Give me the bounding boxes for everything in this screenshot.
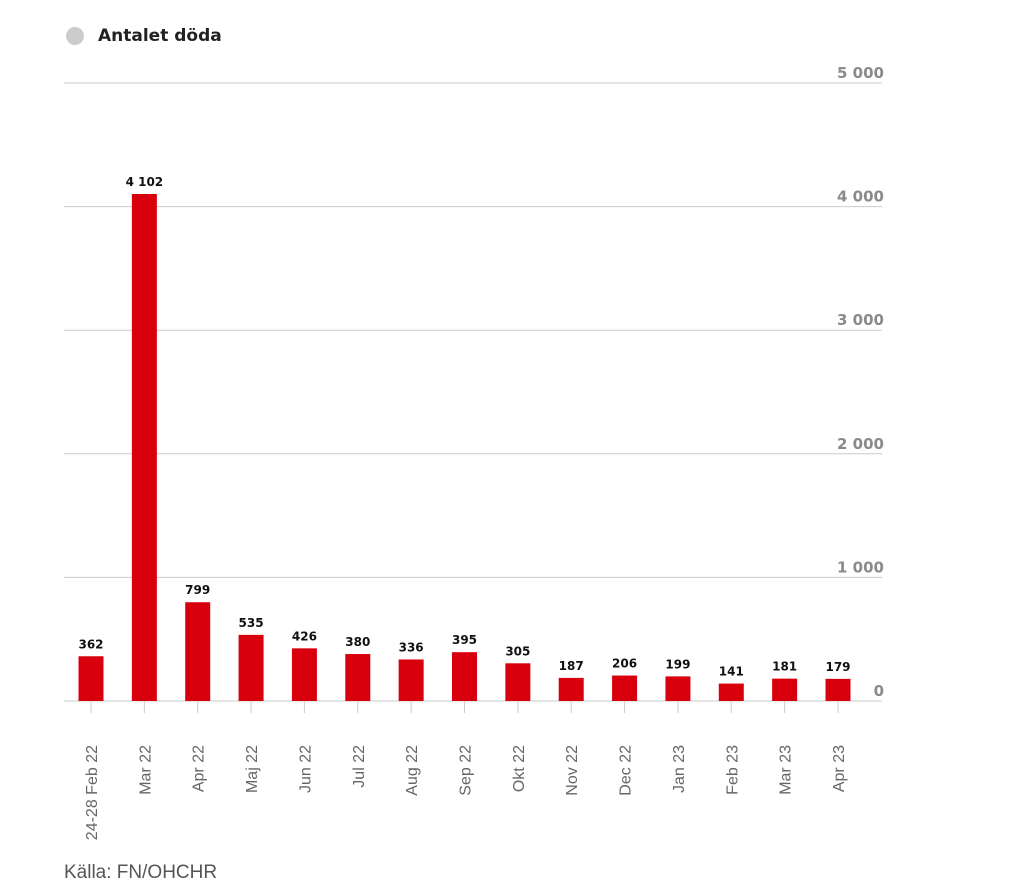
x-tick-label: Aug 22 (404, 745, 421, 796)
x-tick-label: Nov 22 (564, 745, 581, 796)
y-tick-label: 0 (874, 682, 884, 700)
x-tick-label: Sep 22 (458, 745, 475, 796)
bar (185, 602, 211, 701)
x-tick-label: Apr 23 (831, 745, 848, 792)
data-label: 380 (345, 635, 370, 649)
y-tick-label: 2 000 (837, 435, 884, 453)
legend: Antalet döda (66, 26, 222, 46)
data-label: 206 (612, 657, 637, 671)
data-label: 305 (505, 644, 530, 658)
data-label: 535 (239, 616, 264, 630)
x-tick-label: Dec 22 (618, 745, 635, 796)
bar (131, 193, 157, 701)
bar (345, 654, 371, 701)
bar (665, 676, 691, 701)
x-tick-label: Jan 23 (671, 745, 688, 793)
bar (398, 659, 424, 701)
data-label: 181 (772, 660, 797, 674)
x-tick-label: Mar 22 (137, 745, 154, 795)
bar (772, 678, 798, 701)
x-tick-label: Mar 23 (778, 745, 795, 795)
bar (238, 634, 264, 701)
data-label: 141 (719, 665, 744, 679)
y-tick-label: 3 000 (837, 311, 884, 329)
bar (718, 683, 744, 701)
bar (558, 677, 584, 701)
x-tick-label: Apr 22 (191, 745, 208, 792)
x-tick-label: Jul 22 (351, 745, 368, 788)
bar (612, 675, 638, 701)
data-label: 4 102 (126, 175, 164, 189)
data-label: 395 (452, 633, 477, 647)
legend-label: Antalet döda (98, 26, 222, 46)
source-note: Källa: FN/OHCHR (64, 862, 218, 883)
data-label: 426 (292, 629, 317, 643)
data-label: 362 (78, 637, 103, 651)
bar (452, 652, 477, 701)
y-tick-label: 5 000 (837, 64, 884, 82)
x-tick-label: Feb 23 (724, 745, 741, 795)
y-tick-label: 1 000 (837, 558, 884, 576)
data-label: 179 (825, 660, 850, 674)
data-label: 336 (399, 640, 424, 654)
data-label: 187 (559, 659, 584, 673)
bar-chart: 0 1 000 2 000 3 000 4 000 5 000 362 24-28 Feb 2… (64, 64, 884, 840)
data-label: 799 (185, 583, 210, 597)
bar (825, 678, 851, 701)
x-tick-label: Jun 22 (297, 745, 314, 793)
x-tick-label: Okt 22 (511, 745, 528, 792)
x-tick-label: 24-28 Feb 22 (84, 745, 101, 840)
bar (291, 648, 317, 701)
legend-swatch (66, 27, 84, 45)
bar (505, 663, 531, 701)
bar (78, 656, 104, 701)
x-tick-label: Maj 22 (244, 745, 261, 793)
data-label: 199 (665, 657, 690, 671)
y-tick-label: 4 000 (837, 188, 884, 206)
